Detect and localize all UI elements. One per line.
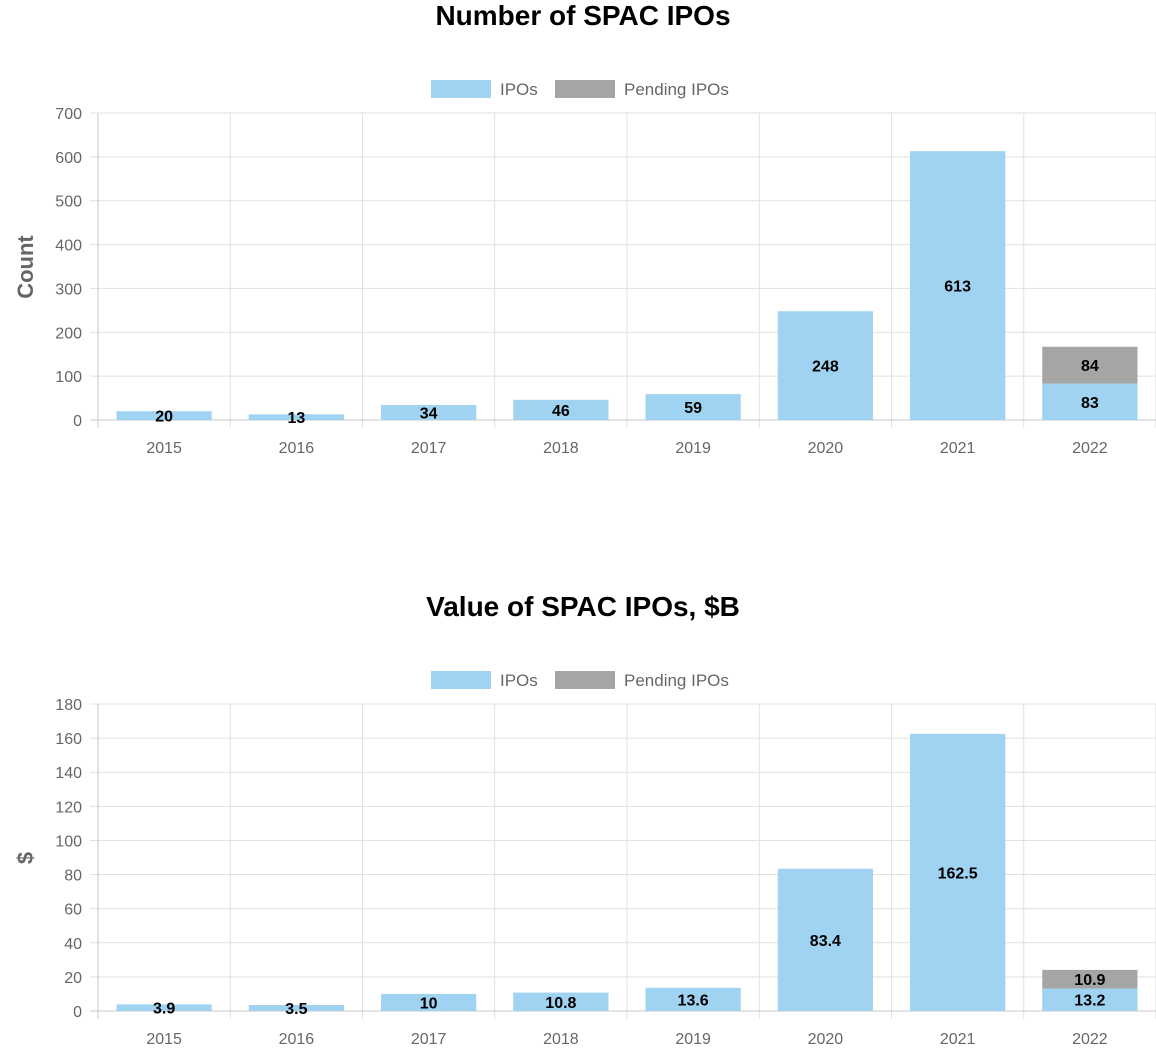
legend-label-ipos: IPOs — [500, 671, 538, 690]
bar-pending-2022[interactable] — [1042, 969, 1138, 989]
chart-title: Value of SPAC IPOs, $B — [426, 591, 740, 622]
x-tick-label: 2016 — [279, 440, 315, 457]
y-tick-label: 600 — [55, 150, 82, 167]
y-tick-label: 160 — [55, 731, 82, 748]
data-label-ipos-2017: 34 — [420, 406, 438, 423]
data-label-ipos-2017: 10 — [420, 995, 438, 1012]
legend-item-pending[interactable]: Pending IPOs — [555, 671, 729, 690]
y-tick-label: 20 — [64, 970, 82, 987]
x-tick-label: 2015 — [146, 1031, 182, 1048]
y-tick-label: 0 — [73, 1004, 82, 1021]
bar-ipos-2020[interactable] — [777, 868, 873, 1011]
x-tick-label: 2016 — [279, 1031, 315, 1048]
bar-ipos-2022[interactable] — [1042, 988, 1138, 1011]
data-label-ipos-2016: 3.5 — [285, 1001, 307, 1018]
legend-item-pending[interactable]: Pending IPOs — [555, 80, 729, 99]
x-tick-label: 2020 — [808, 440, 844, 457]
y-tick-label: 60 — [64, 902, 82, 919]
x-tick-label: 2015 — [146, 440, 182, 457]
y-tick-label: 40 — [64, 936, 82, 953]
data-label-ipos-2022: 83 — [1081, 395, 1099, 412]
chart-number-of-spac-ipos: Number of SPAC IPOs IPOs Pending IPOs Co… — [0, 0, 1156, 470]
y-tick-label: 200 — [55, 325, 82, 342]
data-label-ipos-2015: 20 — [155, 409, 173, 426]
x-tick-label: 2018 — [543, 1031, 579, 1048]
bar-ipos-2015[interactable] — [116, 411, 212, 420]
x-tick-label: 2022 — [1072, 1031, 1108, 1048]
chart-title: Number of SPAC IPOs — [435, 0, 730, 31]
bar-ipos-2020[interactable] — [777, 311, 873, 420]
data-label-pending-2022: 84 — [1081, 358, 1099, 375]
legend: IPOs Pending IPOs — [431, 80, 729, 99]
bar-ipos-2015[interactable] — [116, 1004, 212, 1011]
data-label-ipos-2021: 162.5 — [938, 865, 978, 882]
y-tick-label: 300 — [55, 281, 82, 298]
legend-swatch-ipos — [431, 80, 491, 98]
y-tick-label: 80 — [64, 868, 82, 885]
x-tick-label: 2018 — [543, 440, 579, 457]
data-label-ipos-2022: 13.2 — [1074, 993, 1105, 1010]
bar-ipos-2017[interactable] — [381, 405, 477, 420]
y-tick-label: 500 — [55, 194, 82, 211]
y-tick-label: 100 — [55, 369, 82, 386]
bar-ipos-2017[interactable] — [381, 993, 477, 1011]
x-tick-label: 2017 — [411, 1031, 447, 1048]
legend: IPOs Pending IPOs — [431, 671, 729, 690]
bar-ipos-2021[interactable] — [910, 151, 1006, 421]
bar-ipos-2016[interactable] — [248, 414, 344, 420]
x-tick-label: 2019 — [675, 440, 711, 457]
legend-item-ipos[interactable]: IPOs — [431, 80, 538, 99]
bar-ipos-2019[interactable] — [645, 987, 741, 1011]
bar-ipos-2019[interactable] — [645, 394, 741, 420]
data-label-ipos-2021: 613 — [944, 279, 971, 296]
data-label-ipos-2020: 248 — [812, 359, 839, 376]
bar-ipos-2021[interactable] — [910, 733, 1006, 1011]
data-label-ipos-2016: 13 — [287, 410, 305, 427]
legend-label-pending: Pending IPOs — [624, 671, 729, 690]
bar-pending-2022[interactable] — [1042, 346, 1138, 384]
data-label-ipos-2018: 46 — [552, 403, 570, 420]
chart-value-of-spac-ipos: Value of SPAC IPOs, $B IPOs Pending IPOs… — [0, 590, 1156, 1060]
data-label-ipos-2019: 59 — [684, 400, 702, 417]
x-tick-label: 2021 — [940, 1031, 976, 1048]
y-tick-label: 120 — [55, 799, 82, 816]
data-label-ipos-2020: 83.4 — [810, 933, 841, 950]
legend-item-ipos[interactable]: IPOs — [431, 671, 538, 690]
x-tick-label: 2021 — [940, 440, 976, 457]
bar-ipos-2022[interactable] — [1042, 383, 1138, 420]
data-label-pending-2022: 10.9 — [1074, 972, 1105, 989]
y-tick-label: 180 — [55, 697, 82, 714]
x-tick-label: 2019 — [675, 1031, 711, 1048]
bar-ipos-2016[interactable] — [248, 1005, 344, 1011]
data-label-ipos-2015: 3.9 — [153, 1001, 175, 1018]
y-tick-label: 700 — [55, 106, 82, 123]
chart-value-svg: Value of SPAC IPOs, $B IPOs Pending IPOs… — [13, 591, 1156, 1048]
legend-swatch-pending — [555, 671, 615, 689]
plot-area: 0 100 200 300 400 500 600 700 20 2015 13 2016 34 2017… — [55, 106, 1156, 457]
y-tick-label: 400 — [55, 238, 82, 255]
x-tick-label: 2022 — [1072, 440, 1108, 457]
bar-ipos-2018[interactable] — [513, 399, 609, 420]
data-label-ipos-2019: 13.6 — [678, 992, 709, 1009]
plot-area: 0 20 40 60 80 100 120 140 160 180 3.9 2015 3.5 2016 10… — [55, 697, 1156, 1048]
legend-swatch-pending — [555, 80, 615, 98]
x-tick-label: 2017 — [411, 440, 447, 457]
y-tick-label: 100 — [55, 833, 82, 850]
data-label-ipos-2018: 10.8 — [545, 995, 576, 1012]
chart-number-svg: Number of SPAC IPOs IPOs Pending IPOs Co… — [13, 0, 1156, 457]
y-tick-label: 140 — [55, 765, 82, 782]
y-axis-label: $ — [13, 852, 38, 864]
y-axis-label: Count — [13, 235, 38, 299]
x-tick-label: 2020 — [808, 1031, 844, 1048]
y-tick-label: 0 — [73, 413, 82, 430]
legend-label-ipos: IPOs — [500, 80, 538, 99]
legend-label-pending: Pending IPOs — [624, 80, 729, 99]
legend-swatch-ipos — [431, 671, 491, 689]
bar-ipos-2018[interactable] — [513, 992, 609, 1011]
